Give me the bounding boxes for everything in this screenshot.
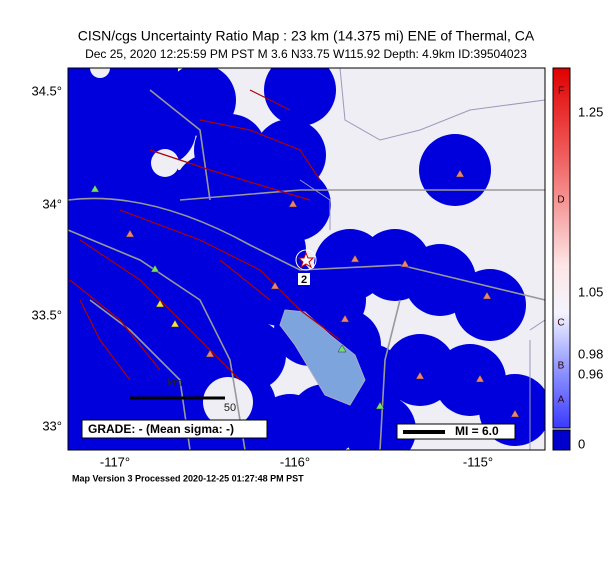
colorbar-label: 0 xyxy=(578,436,585,451)
grade-letter: A xyxy=(558,395,565,406)
grade-letter: D xyxy=(557,195,564,206)
colorbar xyxy=(552,67,571,429)
colorbar-label: 0.96 xyxy=(578,366,603,381)
lon-label: -117° xyxy=(100,454,130,469)
subtitle: Dec 25, 2020 12:25:59 PM PST M 3.6 N33.7… xyxy=(85,47,527,61)
lat-label: 33° xyxy=(42,418,62,433)
grade-letter: F xyxy=(558,86,564,97)
colorbar-label: 0.98 xyxy=(578,346,603,361)
lake xyxy=(279,309,366,406)
station-box xyxy=(298,273,310,285)
grade: GRADE: - (Mean sigma: -) xyxy=(88,422,234,436)
lon-label: -116° xyxy=(280,454,310,469)
lat-label: 33.5° xyxy=(31,307,62,322)
coverage-gaps xyxy=(90,68,253,427)
map-frame xyxy=(67,67,546,451)
grade-box xyxy=(81,419,268,439)
boundaries xyxy=(299,68,545,450)
scale-unit: km xyxy=(168,377,183,389)
lat-label: 34.5° xyxy=(31,83,62,98)
mi-legend: MI = 6.0 xyxy=(455,424,499,438)
colorbar-zero xyxy=(552,429,571,451)
epicenter xyxy=(295,249,317,271)
footer: Map Version 3 Processed 2020-12-25 01:27… xyxy=(72,473,304,483)
lat-label: 34° xyxy=(42,196,62,211)
grade-letter: B xyxy=(558,361,565,372)
mi-box xyxy=(396,423,516,440)
title: CISN/cgs Uncertainty Ratio Map : 23 km (… xyxy=(78,28,535,44)
scale-label: 50 xyxy=(224,402,236,414)
faults xyxy=(69,89,341,381)
grade-letter: C xyxy=(557,318,564,329)
roads xyxy=(68,89,545,450)
colorbar-label: 1.25 xyxy=(578,104,603,119)
stations xyxy=(90,169,520,418)
station-label: 2 xyxy=(301,274,307,286)
colorbar-label: 1.05 xyxy=(578,284,603,299)
lon-label: -115° xyxy=(463,454,493,469)
map: 2 km 50 GRADE: - (Mean sigma: -) MI = 6.… xyxy=(68,68,545,450)
